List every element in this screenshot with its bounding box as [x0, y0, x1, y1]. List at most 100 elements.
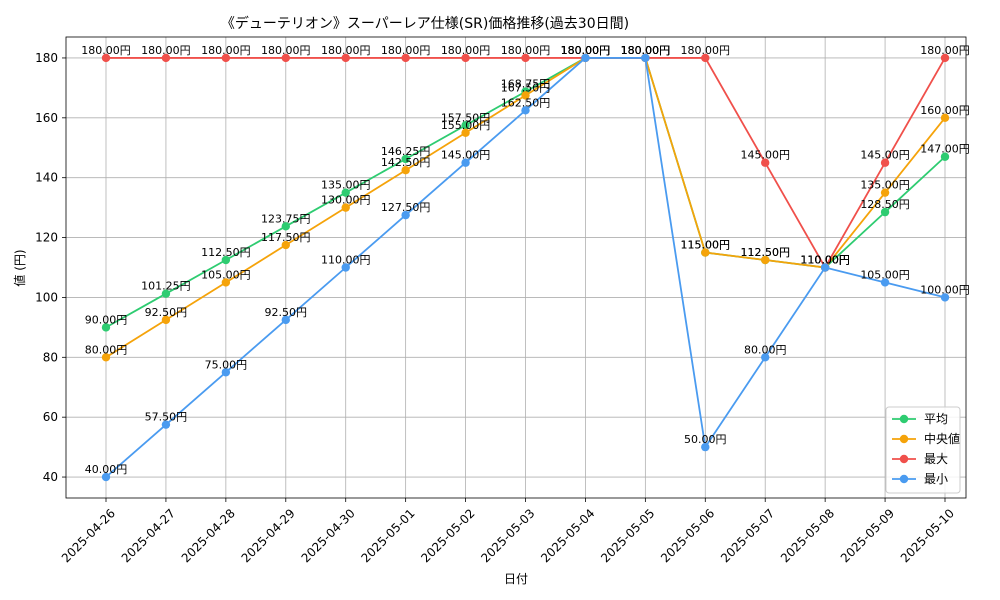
data-label: 128.50円	[860, 198, 910, 211]
data-label: 157.50円	[441, 111, 491, 124]
data-label: 110.00円	[800, 254, 850, 267]
data-label: 180.00円	[621, 44, 671, 57]
data-label: 92.50円	[265, 306, 308, 319]
data-point	[761, 158, 770, 167]
data-label: 80.00円	[744, 343, 787, 356]
data-point	[701, 53, 710, 63]
data-label: 130.00円	[321, 194, 371, 207]
data-label: 123.75円	[261, 212, 311, 225]
data-label: 180.00円	[561, 44, 611, 57]
data-point	[341, 263, 350, 272]
x-tick-label: 2025-05-01	[358, 506, 417, 565]
data-label: 180.00円	[561, 44, 611, 57]
data-point	[221, 278, 231, 287]
data-label: 180.00円	[920, 44, 970, 57]
legend-label: 平均	[924, 412, 948, 426]
legend-swatch-marker	[899, 414, 909, 424]
data-label: 90.00円	[85, 313, 128, 326]
data-point	[940, 293, 950, 302]
data-labels: 90.00円 101.25円 112.50円 123.75円 135.00円 146.25…	[81, 44, 970, 476]
data-point	[880, 188, 890, 197]
legend-label: 最小	[924, 472, 948, 486]
data-point	[461, 128, 470, 137]
data-label: 115.00円	[681, 239, 731, 252]
data-label: 117.50円	[261, 231, 311, 244]
x-tick-label: 2025-05-05	[598, 506, 657, 565]
data-label: 75.00円	[205, 358, 248, 371]
legend-label: 最大	[924, 452, 948, 466]
data-point	[521, 53, 530, 63]
data-label: 180.00円	[201, 44, 251, 57]
data-point	[761, 255, 770, 265]
data-point	[281, 53, 290, 63]
data-point	[161, 53, 171, 63]
data-label: 180.00円	[621, 44, 671, 57]
data-label: 101.25円	[141, 280, 191, 293]
y-axis-label: 値 (円)	[12, 249, 27, 286]
data-label: 180.00円	[561, 44, 611, 57]
y-tick-label: 100	[35, 290, 58, 304]
data-point	[581, 53, 590, 63]
data-point	[940, 53, 950, 63]
x-tick-label: 2025-05-10	[898, 506, 957, 565]
x-tick-label: 2025-05-03	[478, 506, 537, 565]
y-tick-label: 120	[35, 231, 58, 245]
data-label: 135.00円	[321, 179, 371, 192]
data-label: 180.00円	[621, 44, 671, 57]
data-point	[101, 353, 111, 362]
data-label: 110.00円	[321, 254, 371, 267]
data-point	[820, 263, 830, 272]
data-label: 135.00円	[860, 179, 910, 192]
plot-frame	[65, 36, 967, 499]
data-point	[880, 158, 890, 167]
data-label: 180.00円	[561, 44, 611, 57]
data-point	[341, 53, 350, 63]
data-label: 57.50円	[145, 411, 188, 424]
data-point	[461, 121, 470, 130]
data-label: 146.25円	[381, 145, 431, 158]
data-label: 145.00円	[441, 149, 491, 162]
y-tick-label: 160	[35, 111, 58, 125]
data-label: 145.00円	[860, 149, 910, 162]
x-tick-label: 2025-05-09	[838, 506, 897, 565]
data-point	[101, 53, 111, 63]
data-point	[940, 152, 950, 161]
data-point	[761, 353, 770, 362]
legend-swatch-marker	[899, 434, 909, 444]
data-label: 112.50円	[740, 246, 790, 259]
data-label: 110.00円	[800, 254, 850, 267]
x-tick-label: 2025-05-04	[538, 506, 597, 565]
x-tick-label: 2025-04-27	[119, 506, 178, 565]
chart-title: 《デューテリオン》スーパーレア仕様(SR)価格推移(過去30日間)	[221, 15, 629, 32]
data-point	[701, 442, 710, 452]
data-label: 110.00円	[800, 254, 850, 267]
x-tick-label: 2025-04-26	[59, 506, 118, 565]
legend-swatch-marker	[899, 474, 909, 484]
y-tick-label: 180	[35, 51, 58, 65]
data-label: 105.00円	[201, 268, 251, 281]
data-point	[940, 113, 950, 123]
data-label: 110.00円	[800, 254, 850, 267]
data-label: 80.00円	[85, 343, 128, 356]
x-tick-label: 2025-04-28	[179, 506, 238, 565]
data-point	[880, 207, 890, 217]
data-point	[101, 323, 111, 332]
legend-label: 中央値	[924, 431, 960, 446]
data-point	[281, 240, 290, 250]
data-point	[401, 166, 410, 175]
data-label: 40.00円	[85, 463, 128, 476]
data-label: 180.00円	[321, 44, 371, 57]
data-label: 160.00円	[920, 104, 970, 117]
y-tick-label: 40	[43, 470, 58, 484]
data-label: 92.50円	[145, 306, 188, 319]
data-point	[161, 289, 171, 298]
data-point	[221, 53, 231, 63]
data-point	[401, 154, 410, 164]
y-tick-label: 140	[35, 171, 58, 185]
data-label: 147.00円	[920, 143, 970, 156]
data-label: 112.50円	[740, 246, 790, 259]
x-axis-label: 日付	[504, 572, 528, 586]
data-point	[521, 106, 530, 115]
data-point	[701, 248, 710, 257]
